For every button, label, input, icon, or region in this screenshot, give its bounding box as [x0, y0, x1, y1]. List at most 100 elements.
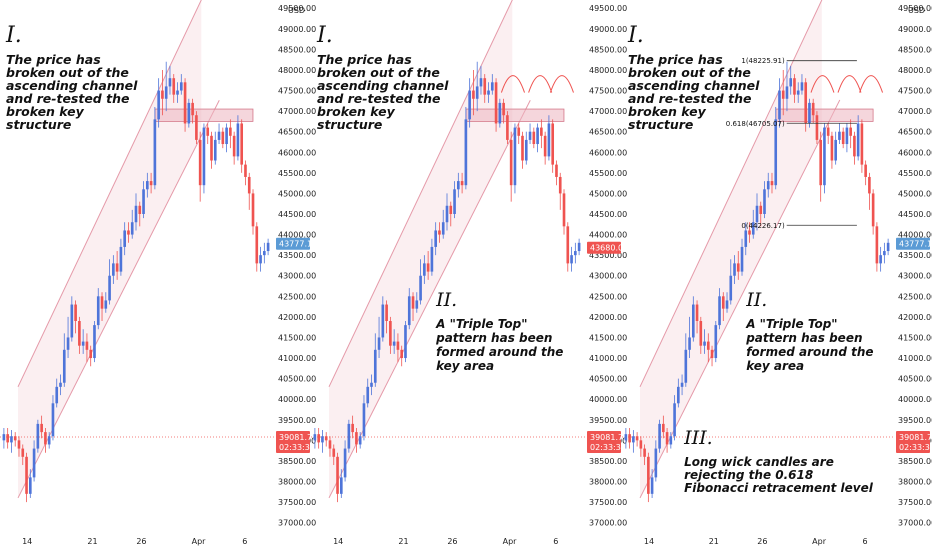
candle-body — [191, 102, 194, 116]
candle-body — [240, 123, 244, 165]
y-tick-label: 40000.00 — [589, 395, 627, 404]
annotation-line: The price has — [317, 52, 412, 67]
candle-body — [347, 423, 351, 449]
candle-body — [100, 296, 104, 309]
y-tick-label: 41000.00 — [589, 354, 627, 363]
time-axis[interactable]: 14 21 26 Apr 6 — [644, 537, 868, 546]
annotation-line: ascending channel — [628, 78, 760, 93]
candle-body — [6, 434, 9, 443]
y-tick-label: 47500.00 — [898, 87, 932, 96]
channel-upper-line — [328, 0, 513, 388]
y-tick-label: 37000.00 — [589, 519, 627, 528]
annotation-line: pattern has been — [435, 331, 552, 345]
candle-body — [815, 115, 819, 140]
y-tick-label: 37500.00 — [589, 498, 627, 507]
candle-body — [860, 123, 864, 165]
candle-body — [373, 349, 377, 383]
y-tick-label: 47000.00 — [589, 107, 627, 116]
y-tick-label: 42000.00 — [278, 313, 316, 322]
y-tick-label: 43500.00 — [278, 251, 316, 260]
candle-body — [849, 127, 852, 136]
candle-body — [251, 193, 255, 227]
triple-top-arc — [528, 75, 553, 93]
y-tick-label: 49500.00 — [898, 4, 932, 13]
candle-body — [886, 242, 890, 252]
candle-body — [841, 131, 845, 145]
time-axis[interactable]: 14 21 26 Apr 6 — [22, 537, 247, 546]
candle-body — [430, 246, 434, 272]
candle-body — [108, 275, 111, 301]
price-axis[interactable]: 49500.00 49000.00 48500.00 48000.00 47500.00… — [587, 4, 628, 528]
time-axis[interactable]: 14 21 26 Apr 6 — [333, 537, 558, 546]
candle-body — [558, 176, 562, 194]
y-tick-label: 49500.00 — [278, 4, 316, 13]
x-tick-label: 6 — [553, 537, 558, 546]
y-tick-label: 45000.00 — [898, 189, 932, 198]
candle-body — [66, 337, 70, 350]
fib-level-label: 0.618(46705.07) — [726, 120, 785, 128]
candle-body — [119, 246, 123, 272]
candle-body — [10, 436, 13, 443]
candle-body — [669, 436, 673, 445]
channel-upper-line — [17, 0, 202, 388]
annotation-numeral: II. — [745, 289, 767, 311]
y-tick-label: 48500.00 — [278, 45, 316, 54]
y-tick-label: 45000.00 — [278, 189, 316, 198]
candle-body — [366, 386, 370, 404]
candle-body — [355, 432, 358, 445]
candle-body — [358, 436, 362, 445]
candle-body — [472, 90, 475, 99]
y-tick-label: 47000.00 — [898, 107, 932, 116]
candle-body — [78, 321, 81, 346]
annotation-line: and re-tested the — [628, 91, 751, 106]
x-tick-label: 14 — [644, 537, 654, 546]
candle-body — [195, 115, 198, 140]
x-tick-label: 6 — [862, 537, 867, 546]
candle-body — [343, 448, 347, 478]
candle-body — [789, 78, 793, 87]
y-tick-label: 39500.00 — [278, 416, 316, 425]
annotation-numeral: I. — [627, 23, 644, 48]
candle-body — [763, 189, 766, 214]
annotation-line: key area — [436, 359, 494, 373]
y-tick-label: 48500.00 — [898, 45, 932, 54]
y-tick-label: 48000.00 — [278, 66, 316, 75]
y-tick-label: 42000.00 — [898, 313, 932, 322]
candle-body — [475, 86, 479, 99]
y-tick-label: 46500.00 — [278, 128, 316, 137]
x-tick-label: 21 — [709, 537, 719, 546]
y-tick-label: 37000.00 — [278, 519, 316, 528]
annotation-line: The price has — [6, 52, 101, 67]
candle-body — [864, 164, 867, 177]
candle-body — [351, 423, 354, 433]
candle-body — [247, 176, 251, 194]
candle-body — [532, 131, 536, 145]
candle-body — [624, 434, 628, 441]
y-tick-label: 43000.00 — [898, 272, 932, 281]
candle-body — [570, 255, 573, 264]
candle-body — [232, 135, 236, 157]
chart-panel-1: 49500.00 49000.00 48500.00 48000.00 47500.00… — [0, 0, 317, 546]
triple-top-arc — [810, 75, 835, 93]
y-tick-label: 48000.00 — [898, 66, 932, 75]
candle-body — [453, 189, 456, 214]
last-price-value: 43777.15 — [279, 240, 317, 249]
annotation-line: A "Triple Top" — [435, 317, 527, 331]
candle-body — [407, 296, 411, 326]
annotation-line: broken key — [317, 104, 396, 119]
y-tick-label: 46500.00 — [589, 128, 627, 137]
candle-body — [796, 90, 800, 95]
candle-body — [244, 164, 247, 177]
price-axis[interactable]: 49500.00 49000.00 48500.00 48000.00 47500.00… — [276, 4, 317, 528]
candle-body — [509, 139, 513, 186]
price-axis[interactable]: 49500.00 49000.00 48500.00 48000.00 47500.00… — [896, 4, 932, 528]
annotation-2: II. A "Triple Top"pattern has beenformed … — [435, 289, 563, 373]
candle-body — [32, 448, 36, 478]
candle-body — [44, 432, 47, 445]
candle-body — [146, 181, 149, 190]
candle-body — [332, 448, 336, 457]
candle-body — [551, 123, 555, 165]
candle-body — [313, 434, 317, 441]
candle-body — [691, 304, 695, 338]
candle-body — [370, 382, 373, 387]
